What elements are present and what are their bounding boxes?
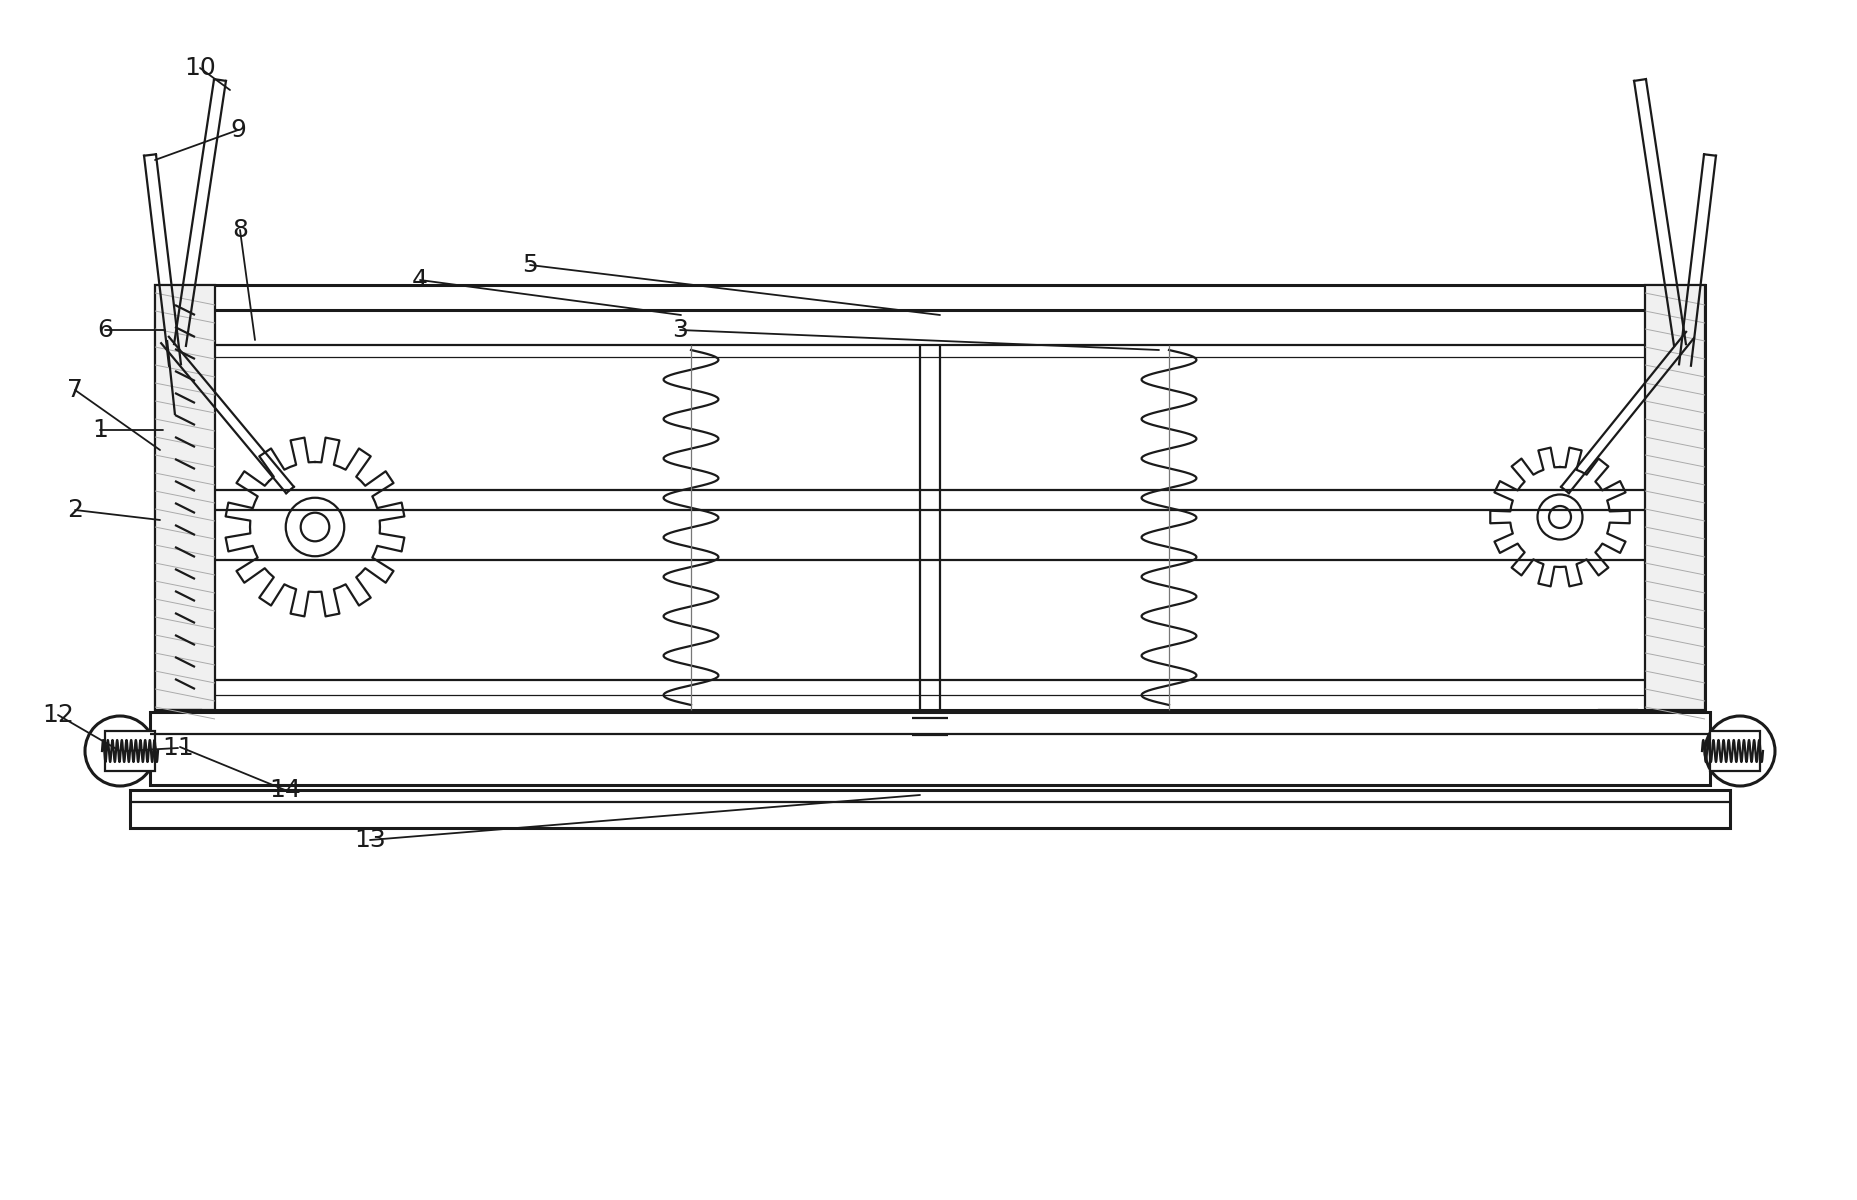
Bar — [1645, 284, 1705, 710]
Bar — [163, 710, 201, 712]
Bar — [106, 731, 154, 770]
Text: 7: 7 — [67, 378, 84, 402]
Text: 12: 12 — [43, 703, 74, 727]
Text: 11: 11 — [162, 736, 193, 760]
Bar — [150, 712, 1710, 785]
Text: 9: 9 — [230, 118, 245, 142]
Bar — [154, 284, 1705, 710]
Text: 4: 4 — [412, 268, 427, 292]
Bar — [130, 790, 1731, 828]
Text: 1: 1 — [93, 418, 108, 442]
Text: 5: 5 — [522, 253, 539, 277]
Text: 3: 3 — [672, 318, 687, 342]
Bar — [1599, 710, 1638, 712]
Text: 8: 8 — [232, 218, 249, 242]
Text: 13: 13 — [355, 828, 386, 852]
Bar — [1710, 731, 1760, 770]
Bar — [154, 284, 215, 710]
Text: 2: 2 — [67, 498, 84, 522]
Text: 10: 10 — [184, 56, 215, 80]
Text: 6: 6 — [97, 318, 113, 342]
Text: 14: 14 — [269, 778, 301, 802]
